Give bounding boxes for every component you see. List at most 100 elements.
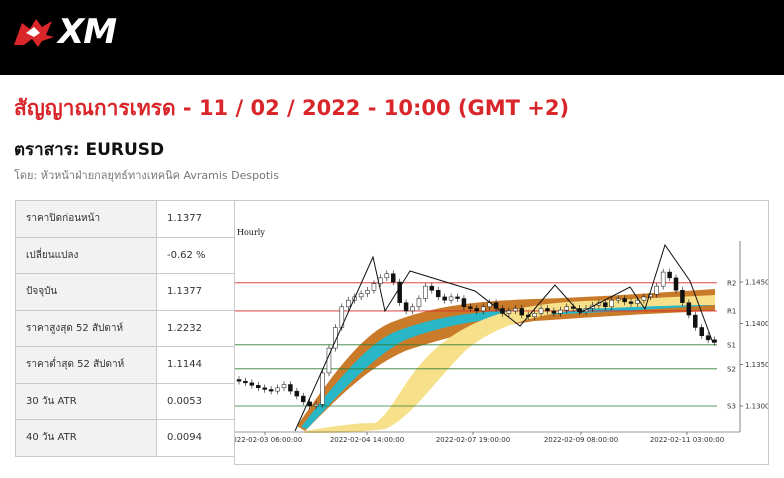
level-label-s1: S1: [727, 341, 736, 349]
stat-label: ปัจจุบัน: [15, 273, 157, 311]
stat-value: 0.0053: [156, 382, 235, 420]
candle: [390, 273, 396, 283]
candle: [660, 271, 666, 287]
candle: [545, 308, 550, 312]
candle: [538, 308, 544, 314]
table-row: ราคาปิดก่อนหน้า 1.1377: [15, 200, 235, 238]
candle: [673, 277, 679, 291]
candle: [384, 273, 390, 279]
candle: [288, 384, 293, 392]
y-tick-label: 1.1450: [745, 279, 768, 287]
candle: [609, 299, 614, 308]
candle: [429, 285, 435, 291]
candle: [699, 327, 704, 336]
x-tick-label: 2022-02-07 19:00:00: [436, 436, 510, 444]
candle: [628, 301, 634, 304]
y-tick-label: 1.1350: [745, 361, 768, 369]
stat-value: 1.1377: [156, 273, 235, 311]
stat-label: 30 วัน ATR: [15, 382, 157, 420]
candle: [480, 306, 486, 312]
candle: [358, 293, 364, 298]
x-ticks: 2022-02-03 06:00:00 2022-02-04 14:00:00 20…: [235, 432, 724, 444]
candle: [705, 335, 711, 341]
candle: [307, 401, 312, 407]
y-ticks: 1.1450 1.1400 1.1350 1.1300: [740, 279, 768, 411]
y-tick-label: 1.1400: [745, 320, 768, 328]
candle: [654, 285, 659, 295]
price-chart: R2 R1 S1 S2 S3 Hourly 1.1450 1.1400 1.1350 1.13…: [234, 200, 769, 465]
xm-logo[interactable]: XM: [12, 12, 117, 52]
candle: [622, 298, 627, 303]
candle: [519, 308, 525, 316]
candle: [615, 298, 621, 301]
candle: [435, 290, 441, 298]
outer-band: [297, 289, 715, 431]
candle: [532, 313, 537, 317]
stat-label: ราคาสูงสุด 52 สัปดาห์: [15, 309, 157, 347]
stat-value: 1.1144: [156, 346, 235, 384]
candle: [693, 314, 698, 328]
chart-svg: R2 R1 S1 S2 S3 Hourly 1.1450 1.1400 1.1350 1.13…: [235, 228, 768, 444]
candle: [712, 339, 717, 343]
candle: [448, 296, 454, 301]
candle: [275, 387, 280, 392]
stat-label: 40 วัน ATR: [15, 419, 157, 457]
candle: [551, 310, 557, 314]
candle: [635, 299, 640, 304]
x-tick-label: 2022-02-04 14:00:00: [330, 436, 404, 444]
candle: [249, 382, 255, 386]
candle: [648, 294, 653, 298]
candle: [281, 384, 287, 389]
candle: [564, 306, 570, 311]
candle: [333, 327, 338, 349]
candle: [680, 290, 685, 303]
table-row: ราคาสูงสุด 52 สัปดาห์ 1.2232: [15, 309, 235, 347]
x-tick-label: 2022-02-03 06:00:00: [235, 436, 302, 444]
stat-label: ราคาปิดก่อนหน้า: [15, 200, 157, 238]
table-row: ปัจจุบัน 1.1377: [15, 273, 235, 311]
instrument-label: ตราสาร: EURUSD: [14, 140, 165, 160]
brand-name: XM: [58, 12, 117, 52]
candle: [506, 310, 512, 314]
stats-table: ราคาปิดก่อนหน้า 1.1377 เปลี่ยนแปลง -0.62 %…: [15, 200, 235, 457]
stat-label: ราคาต่ำสุด 52 สัปดาห์: [15, 346, 157, 384]
candle: [346, 299, 351, 308]
candle: [243, 380, 248, 384]
candle: [442, 296, 447, 301]
candle: [301, 395, 306, 403]
candles: [236, 268, 717, 410]
candle: [410, 306, 415, 312]
candle: [371, 283, 377, 291]
stat-value: 1.2232: [156, 309, 235, 347]
candle: [667, 271, 672, 279]
timeframe-label: Hourly: [237, 228, 265, 237]
candle: [236, 379, 242, 382]
stat-value: 0.0094: [156, 419, 235, 457]
candle: [513, 308, 518, 312]
candle: [397, 281, 402, 303]
candle: [423, 285, 428, 299]
level-label-s3: S3: [727, 403, 736, 411]
x-tick-label: 2022-02-09 08:00:00: [544, 436, 618, 444]
zigzag-line: [294, 243, 714, 432]
candle: [313, 404, 319, 407]
xm-bull-icon: [14, 19, 54, 47]
zigzag-polyline: [294, 243, 714, 432]
candle: [461, 298, 467, 308]
candle: [320, 372, 325, 405]
candle: [641, 296, 647, 301]
table-row: ราคาต่ำสุด 52 สัปดาห์ 1.1144: [15, 346, 235, 384]
candle: [455, 296, 460, 299]
author-byline: โดย: หัวหน้าฝ่ายกลยุทธ์ทางเทคนิค Avramis…: [14, 169, 279, 182]
candle: [416, 298, 422, 308]
candle: [268, 389, 274, 392]
stat-value: 1.1377: [156, 200, 235, 238]
candle: [603, 302, 608, 308]
candle: [365, 290, 370, 294]
slow-band: [305, 295, 715, 433]
indicator-bands: [297, 289, 715, 433]
candle: [558, 309, 563, 314]
x-tick-label: 2022-02-11 03:00:00: [650, 436, 724, 444]
candle: [294, 390, 300, 397]
level-label-r1: R1: [727, 307, 736, 315]
